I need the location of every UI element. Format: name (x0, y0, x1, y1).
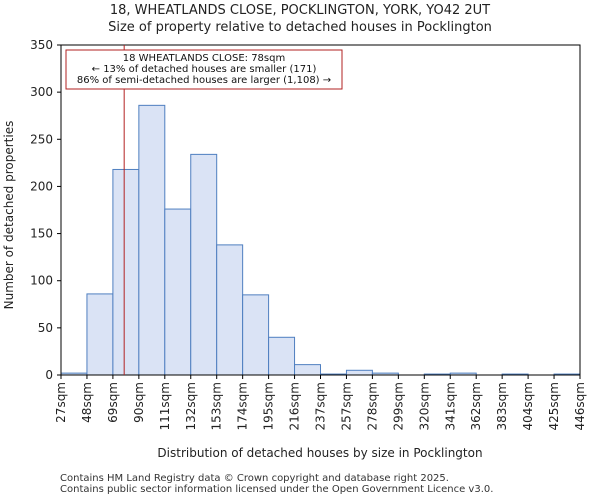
x-tick-label: 216sqm (288, 382, 302, 430)
x-tick-label: 174sqm (236, 382, 250, 430)
x-tick-label: 404sqm (521, 382, 535, 430)
chart-title: 18, WHEATLANDS CLOSE, POCKLINGTON, YORK,… (109, 3, 491, 18)
bar-257sqm (345, 369, 373, 376)
x-tick-label: 111sqm (158, 382, 172, 430)
footer-line-2: Contains public sector information licen… (60, 484, 494, 495)
bar-195sqm (268, 336, 296, 376)
y-tick-label: 250 (30, 132, 53, 146)
x-tick-label: 69sqm (106, 382, 120, 423)
x-tick-label: 320sqm (417, 382, 431, 430)
bar-69sqm (112, 168, 140, 376)
bar-132sqm (190, 153, 218, 376)
x-tick-label: 90sqm (132, 382, 146, 423)
x-tick-label: 341sqm (443, 382, 457, 430)
bar-111sqm (164, 208, 192, 376)
footer-line-1: Contains HM Land Registry data © Crown c… (60, 473, 449, 484)
annotation-box (65, 49, 343, 90)
chart-subtitle: Size of property relative to detached ho… (108, 20, 492, 35)
x-axis-label: Distribution of detached houses by size … (157, 446, 482, 460)
annotation-line-2: ← 13% of detached houses are smaller (17… (92, 64, 317, 75)
x-tick-label: 278sqm (365, 382, 379, 430)
y-tick-label: 150 (30, 227, 53, 241)
x-tick-label: 362sqm (469, 382, 483, 430)
annotation-line-3: 86% of semi-detached houses are larger (… (77, 75, 331, 86)
x-tick-label: 383sqm (495, 382, 509, 430)
x-tick-label: 195sqm (262, 382, 276, 430)
bar-48sqm (86, 293, 114, 376)
bar-174sqm (242, 294, 270, 376)
x-tick-label: 48sqm (80, 382, 94, 423)
x-tick-label: 132sqm (184, 382, 198, 430)
bar-153sqm (216, 244, 244, 376)
annotation-line-1: 18 WHEATLANDS CLOSE: 78sqm (123, 53, 285, 64)
bar-90sqm (138, 104, 166, 376)
y-tick-label: 300 (30, 85, 53, 99)
y-tick-label: 350 (30, 38, 53, 52)
x-tick-label: 425sqm (547, 382, 561, 430)
bar-216sqm (294, 364, 321, 376)
x-tick-label: 27sqm (54, 382, 68, 423)
x-tick-label: 237sqm (314, 382, 328, 430)
x-tick-label: 299sqm (391, 382, 405, 430)
x-tick-label: 446sqm (573, 382, 587, 430)
y-tick-label: 200 (30, 179, 53, 193)
x-tick-label: 153sqm (210, 382, 224, 430)
y-tick-label: 0 (45, 368, 53, 382)
y-axis-label: Number of detached properties (2, 121, 16, 310)
x-tick-label: 257sqm (339, 382, 353, 430)
y-tick-label: 50 (38, 321, 53, 335)
y-tick-label: 100 (30, 274, 53, 288)
